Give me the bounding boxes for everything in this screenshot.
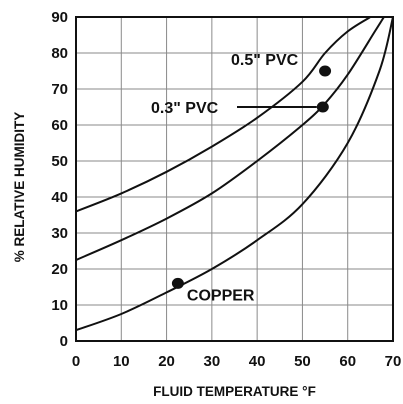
x-tick-label: 30 [204,353,221,370]
x-tick-label: 40 [249,353,266,370]
x-tick-label: 50 [294,353,311,370]
label-05-pvc: 0.5" PVC [231,52,299,69]
x-tick-label: 0 [72,353,80,370]
y-tick-label: 30 [51,225,68,242]
label-copper: COPPER [187,287,255,304]
curve-copper [76,17,393,332]
y-tick-label: 40 [51,189,68,206]
x-tick-label: 10 [113,353,130,370]
y-tick-label: 10 [51,297,68,314]
curve-03-pvc [76,17,385,261]
y-tick-label: 50 [51,153,68,170]
marker-copper [171,277,184,289]
y-tick-label: 70 [51,81,68,98]
x-tick-label: 60 [339,353,356,370]
x-tick-label: 20 [158,353,175,370]
marker-05-pvc [319,65,332,77]
x-axis-title: FLUID TEMPERATURE °F [153,384,316,399]
annotations: 0.5" PVC 0.3" PVC COPPER [151,52,332,304]
plot-frame [75,16,394,342]
y-axis-title: % RELATIVE HUMIDITY [12,112,27,263]
marker-03-pvc [316,101,329,113]
y-tick-label: 90 [51,9,68,26]
label-03-pvc: 0.3" PVC [151,100,219,117]
x-axis: 0 10 20 30 40 50 60 70 [72,353,402,370]
curves [76,17,393,332]
y-tick-label: 60 [51,117,68,134]
y-tick-label: 20 [51,261,68,278]
y-axis: 0 10 20 30 40 50 60 70 80 90 [51,9,68,350]
curve-05-pvc [76,17,371,213]
y-tick-label: 0 [60,333,68,350]
x-tick-label: 70 [385,353,402,370]
y-tick-label: 80 [51,45,68,62]
